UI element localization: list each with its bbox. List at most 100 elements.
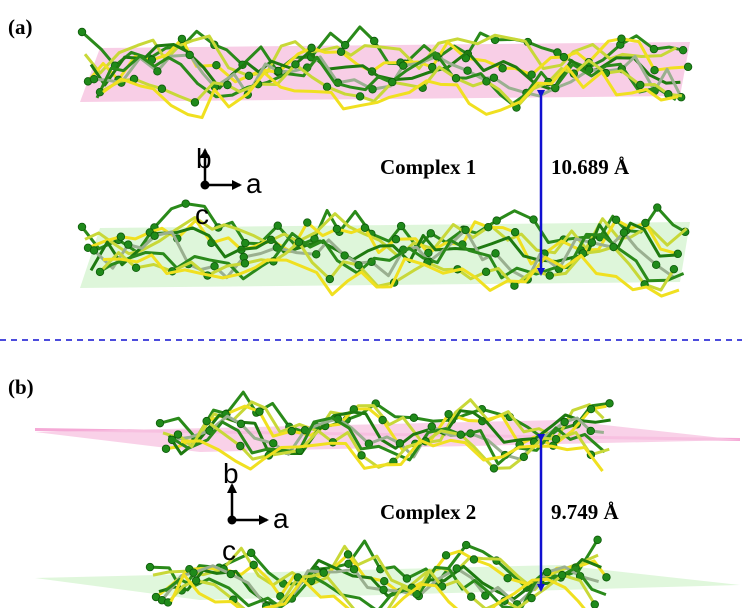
- atom: [490, 465, 498, 473]
- atom: [558, 571, 566, 579]
- atom: [543, 568, 551, 576]
- atom: [312, 251, 320, 259]
- atom: [452, 74, 460, 82]
- atom: [483, 78, 491, 86]
- atom: [275, 67, 283, 75]
- axis-icon: [228, 485, 268, 525]
- atom: [511, 282, 519, 290]
- atom: [90, 247, 98, 255]
- atom: [392, 235, 400, 243]
- atom: [78, 223, 86, 231]
- atom: [333, 225, 341, 233]
- distance-label: 9.749 Å: [551, 500, 620, 524]
- atom: [560, 53, 568, 61]
- atom: [445, 410, 453, 418]
- atom: [186, 51, 194, 59]
- atom: [591, 601, 599, 608]
- axis-label: b: [196, 143, 212, 174]
- atom: [124, 241, 132, 249]
- atom: [642, 219, 650, 227]
- atom: [618, 35, 626, 43]
- atom: [453, 565, 461, 573]
- atom: [295, 238, 303, 246]
- panel-label: (a): [8, 15, 33, 39]
- atom: [520, 453, 528, 461]
- atom: [650, 45, 658, 53]
- atom: [158, 85, 166, 93]
- atom: [146, 563, 154, 571]
- complex-name: Complex 2: [380, 500, 476, 524]
- atom: [388, 78, 396, 86]
- atom: [326, 275, 334, 283]
- atom: [241, 260, 249, 268]
- atom: [396, 440, 404, 448]
- atom: [587, 405, 595, 413]
- atom: [490, 74, 498, 82]
- atom: [361, 224, 369, 232]
- atom: [653, 204, 661, 212]
- atom: [410, 414, 418, 422]
- atom: [380, 586, 388, 594]
- atom: [78, 28, 86, 36]
- atom: [227, 570, 235, 578]
- atom: [203, 417, 211, 425]
- atom: [528, 594, 536, 602]
- atom: [182, 200, 190, 208]
- atom: [213, 61, 221, 69]
- atom: [178, 35, 186, 43]
- atom: [554, 49, 562, 57]
- atom: [546, 272, 554, 280]
- atom: [428, 423, 436, 431]
- atom: [190, 569, 198, 577]
- atom: [256, 408, 264, 416]
- atom: [652, 261, 660, 269]
- atom: [636, 81, 644, 89]
- atom: [561, 418, 569, 426]
- atom: [379, 416, 387, 424]
- atom: [588, 239, 596, 247]
- atom: [132, 264, 140, 272]
- atom: [467, 593, 475, 601]
- atom: [192, 577, 200, 585]
- atom: [247, 549, 255, 557]
- atom: [462, 541, 470, 549]
- atom: [358, 452, 366, 460]
- atom: [587, 427, 595, 435]
- atom: [337, 48, 345, 56]
- atom: [356, 93, 364, 101]
- atom: [594, 536, 602, 544]
- atom: [341, 252, 349, 260]
- complex-name: Complex 1: [380, 155, 476, 179]
- atom: [269, 439, 277, 447]
- atom: [154, 68, 162, 76]
- figure: (a) b a c Complex 1 10.689 Å (b) b a c C…: [0, 0, 742, 608]
- atom: [323, 83, 331, 91]
- axis-label: a: [273, 503, 289, 534]
- atom: [355, 261, 363, 269]
- atom: [399, 62, 407, 70]
- atom: [292, 61, 300, 69]
- atom: [350, 565, 358, 573]
- panel-label: (b): [8, 375, 34, 399]
- atom: [427, 230, 435, 238]
- atom: [250, 561, 258, 569]
- atom: [530, 216, 538, 224]
- atom: [684, 63, 692, 71]
- atom: [606, 400, 614, 408]
- atom: [370, 37, 378, 45]
- atom: [191, 99, 199, 107]
- atom: [403, 575, 411, 583]
- distance-label: 10.689 Å: [551, 155, 630, 179]
- atom: [288, 427, 296, 435]
- axis-label: c: [222, 535, 236, 566]
- atom: [224, 81, 232, 89]
- atom: [470, 556, 478, 564]
- atom: [679, 46, 687, 54]
- atom: [96, 88, 104, 96]
- atom: [162, 445, 170, 453]
- axis-label: b: [223, 458, 239, 489]
- atom: [462, 226, 470, 234]
- atom: [397, 222, 405, 230]
- atom: [484, 223, 492, 231]
- atom: [303, 219, 311, 227]
